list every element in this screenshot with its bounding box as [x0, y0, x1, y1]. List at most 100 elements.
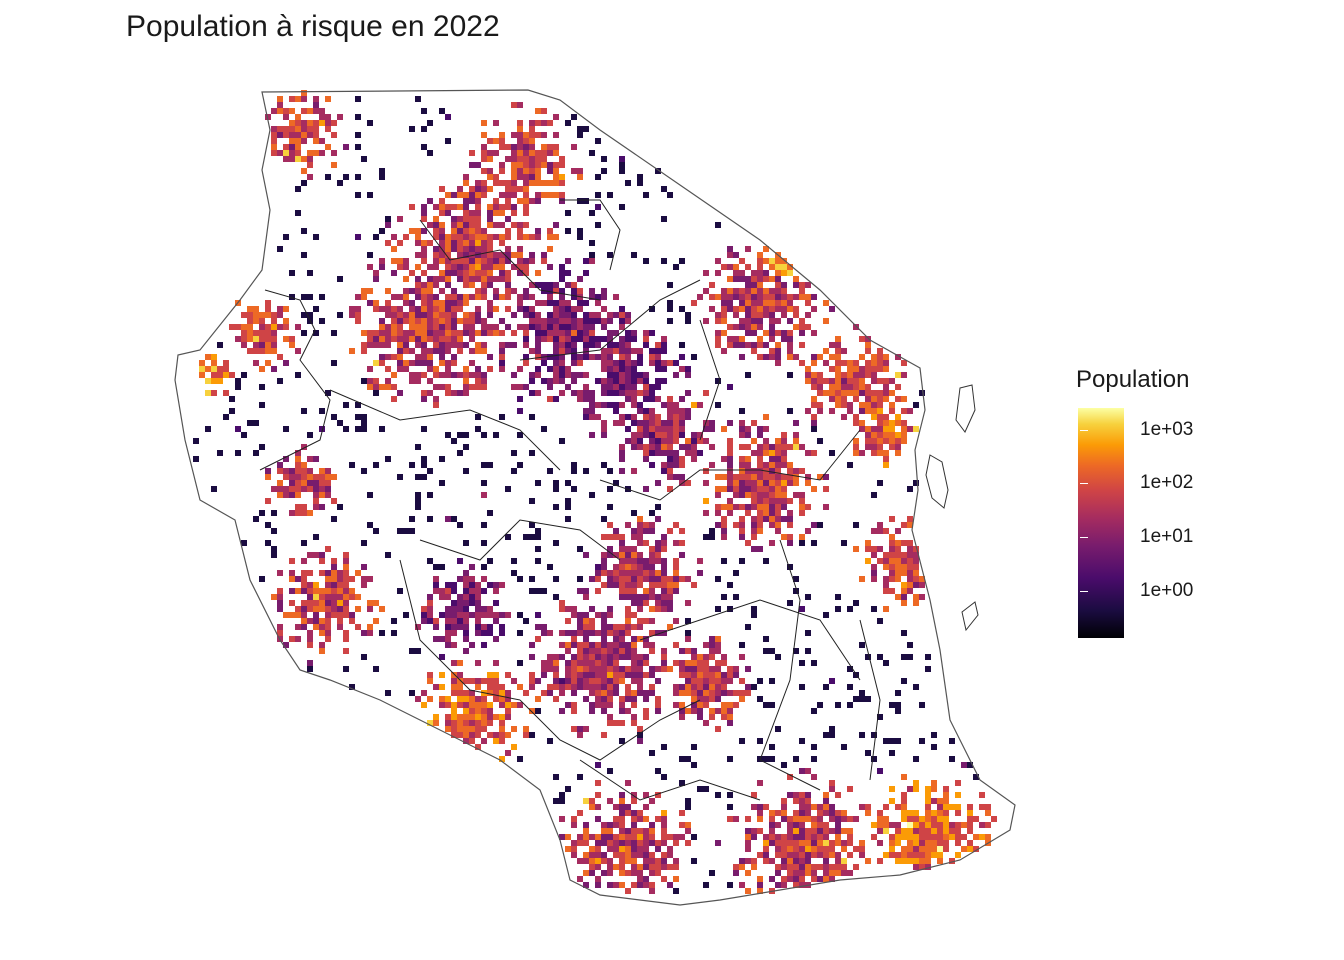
- population-cell: [361, 654, 367, 660]
- population-cell: [745, 342, 751, 348]
- population-cell: [313, 150, 319, 156]
- population-cell: [505, 156, 511, 162]
- population-cell: [589, 618, 595, 624]
- population-cell: [589, 288, 595, 294]
- population-cell: [649, 306, 655, 312]
- population-cell: [919, 576, 925, 582]
- population-cell: [325, 144, 331, 150]
- population-cell: [943, 792, 949, 798]
- population-cell: [721, 426, 727, 432]
- population-cell: [805, 294, 811, 300]
- population-cell: [331, 414, 337, 420]
- population-cell: [811, 294, 817, 300]
- population-cell: [403, 288, 409, 294]
- population-cell: [415, 264, 421, 270]
- population-cell: [577, 642, 583, 648]
- legend-tick-label: 1e+03: [1140, 419, 1194, 440]
- population-cell: [877, 546, 883, 552]
- population-cell: [967, 804, 973, 810]
- population-cell: [295, 120, 301, 126]
- population-cell: [643, 444, 649, 450]
- population-cell: [685, 690, 691, 696]
- population-cell: [775, 810, 781, 816]
- population-cell: [757, 462, 763, 468]
- population-cell: [775, 318, 781, 324]
- population-cell: [307, 510, 313, 516]
- population-cell: [319, 624, 325, 630]
- population-cell: [655, 870, 661, 876]
- population-cell: [607, 570, 613, 576]
- population-cell: [547, 666, 553, 672]
- population-cell: [805, 828, 811, 834]
- population-cell: [439, 342, 445, 348]
- population-cell: [673, 522, 679, 528]
- population-cell: [499, 264, 505, 270]
- population-cell: [277, 594, 283, 600]
- population-cell: [535, 348, 541, 354]
- population-cell: [565, 282, 571, 288]
- population-cell: [907, 822, 913, 828]
- population-cell: [199, 372, 205, 378]
- population-cell: [403, 312, 409, 318]
- population-cell: [505, 246, 511, 252]
- population-cell: [829, 450, 835, 456]
- population-cell: [481, 264, 487, 270]
- population-cell: [601, 516, 607, 522]
- population-cell: [415, 234, 421, 240]
- population-cell: [475, 264, 481, 270]
- population-cell: [595, 690, 601, 696]
- population-cell: [265, 342, 271, 348]
- population-cell: [787, 348, 793, 354]
- population-cell: [775, 468, 781, 474]
- population-cell: [973, 774, 979, 780]
- population-cell: [619, 558, 625, 564]
- population-cell: [637, 174, 643, 180]
- population-cell: [523, 162, 529, 168]
- population-cell: [523, 306, 529, 312]
- population-cell: [433, 204, 439, 210]
- population-cell: [463, 648, 469, 654]
- population-cell: [733, 336, 739, 342]
- population-cell: [877, 444, 883, 450]
- population-cell: [409, 360, 415, 366]
- population-cell: [517, 198, 523, 204]
- population-cell: [433, 618, 439, 624]
- population-cell: [631, 384, 637, 390]
- population-cell: [667, 408, 673, 414]
- population-cell: [289, 600, 295, 606]
- population-cell: [775, 288, 781, 294]
- population-cell: [547, 684, 553, 690]
- population-cell: [805, 864, 811, 870]
- population-cell: [721, 294, 727, 300]
- population-cell: [655, 792, 661, 798]
- population-cell: [433, 582, 439, 588]
- population-cell: [799, 330, 805, 336]
- population-cell: [637, 426, 643, 432]
- population-cell: [253, 306, 259, 312]
- population-cell: [631, 792, 637, 798]
- population-cell: [499, 330, 505, 336]
- population-cell: [739, 318, 745, 324]
- population-cell: [673, 660, 679, 666]
- population-cell: [343, 402, 349, 408]
- population-cell: [481, 624, 487, 630]
- population-cell: [391, 246, 397, 252]
- population-cell: [877, 528, 883, 534]
- population-cell: [793, 294, 799, 300]
- population-cell: [463, 702, 469, 708]
- population-cell: [673, 438, 679, 444]
- population-cell: [355, 144, 361, 150]
- population-cell: [583, 666, 589, 672]
- population-cell: [571, 282, 577, 288]
- population-cell: [331, 330, 337, 336]
- population-cell: [559, 360, 565, 366]
- population-cell: [493, 174, 499, 180]
- population-cell: [481, 132, 487, 138]
- population-cell: [259, 366, 265, 372]
- population-cell: [445, 636, 451, 642]
- population-cell: [751, 522, 757, 528]
- population-cell: [367, 600, 373, 606]
- population-cell: [871, 834, 877, 840]
- population-cell: [739, 882, 745, 888]
- population-cell: [733, 486, 739, 492]
